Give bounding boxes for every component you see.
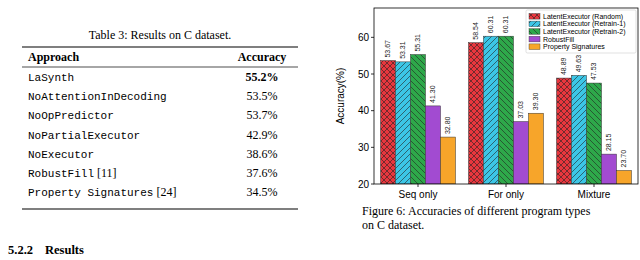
approach-cell: NoOpPredictor <box>28 110 114 122</box>
data-label: 60.31 <box>488 16 495 34</box>
table-mid-rule <box>22 67 298 68</box>
data-label: 53.31 <box>400 41 407 59</box>
x-tick-label: For only <box>488 189 524 200</box>
legend-label: RobustFill <box>543 36 575 43</box>
data-label: 39.30 <box>533 93 540 111</box>
approach-name: LaSynth <box>28 72 74 84</box>
data-label: 37.03 <box>518 101 525 119</box>
data-label: 47.53 <box>591 62 598 80</box>
approach-name: NoExecutor <box>28 149 94 161</box>
accuracy-cell: 37.6% <box>247 166 278 180</box>
approach-name: NoPartialExecutor <box>28 130 140 142</box>
bar <box>602 154 617 184</box>
accuracy-cell: 53.7% <box>247 108 278 122</box>
section-title: Results <box>45 243 84 257</box>
bar <box>426 106 441 184</box>
y-tick-label: 20 <box>358 179 370 190</box>
bar <box>499 36 514 184</box>
y-tick <box>371 110 374 111</box>
bar <box>396 62 411 184</box>
approach-name: Property Signatures <box>28 187 153 199</box>
data-label: 28.15 <box>606 133 613 151</box>
data-label: 55.31 <box>415 34 422 52</box>
accuracy-cell: 55.2% <box>246 70 279 84</box>
x-tick <box>418 184 419 187</box>
legend-box <box>526 10 636 53</box>
y-tick <box>371 74 374 75</box>
y-tick <box>371 147 374 148</box>
approach-name: NoAttentionInDecoding <box>28 91 167 103</box>
legend-swatch <box>529 29 540 35</box>
bar <box>381 61 396 184</box>
legend-swatch <box>529 36 540 42</box>
y-tick <box>371 37 374 38</box>
legend-swatch <box>529 44 540 50</box>
data-label: 23.70 <box>621 150 628 168</box>
section-number: 5.2.2 <box>8 243 33 257</box>
approach-cell: RobustFill [11] <box>28 166 117 180</box>
bar <box>469 43 484 184</box>
figure-caption: on C dataset. <box>362 218 424 232</box>
x-tick-label: Seq only <box>399 189 438 200</box>
y-tick-label: 40 <box>358 105 370 116</box>
accuracy-cell: 53.5% <box>247 89 278 103</box>
approach-cell: NoPartialExecutor <box>28 130 140 142</box>
section-heading: 5.2.2 Results <box>8 243 84 257</box>
bar <box>587 83 602 184</box>
accuracy-cell: 34.5% <box>247 185 278 199</box>
approach-cell: Property Signatures [24] <box>28 185 176 199</box>
data-label: 58.54 <box>473 22 480 40</box>
accuracy-cell: 38.6% <box>247 147 278 161</box>
approach-cell: LaSynth <box>28 72 74 84</box>
data-label: 53.67 <box>385 40 392 58</box>
legend-label: Property Signatures <box>543 43 605 51</box>
data-label: 60.31 <box>503 16 510 34</box>
bar <box>529 113 544 184</box>
page: Table 3: Results on C dataset. Approach Ac… <box>0 0 640 260</box>
y-axis-label: Accuracy(%) <box>335 68 346 125</box>
x-tick <box>594 184 595 187</box>
y-tick <box>371 184 374 185</box>
x-tick <box>506 184 507 187</box>
x-tick-label: Mixture <box>578 189 611 200</box>
table-caption: Table 3: Results on C dataset. <box>89 28 231 42</box>
y-tick-label: 60 <box>358 32 370 43</box>
data-label: 49.63 <box>576 55 583 73</box>
y-tick-label: 50 <box>358 69 370 80</box>
bar <box>617 170 632 184</box>
reference: [24] <box>153 185 176 199</box>
table-top-rule <box>22 46 298 47</box>
approach-name: NoOpPredictor <box>28 110 114 122</box>
reference: [11] <box>94 166 117 180</box>
legend-swatch <box>529 14 540 20</box>
approach-cell: NoExecutor <box>28 149 94 161</box>
data-label: 48.89 <box>561 57 568 75</box>
bar <box>484 36 499 184</box>
figure-caption: Figure 6: Accuracies of different progra… <box>362 204 591 218</box>
plot-frame <box>374 8 638 184</box>
bar <box>514 122 529 184</box>
y-tick-label: 30 <box>358 142 370 153</box>
bars <box>381 36 632 184</box>
legend: LatentExecutor (Random)LatentExecutor (R… <box>526 10 636 53</box>
accuracy-cell: 42.9% <box>247 128 278 142</box>
bar <box>572 75 587 184</box>
bar <box>441 137 456 184</box>
column-header: Accuracy <box>238 50 287 64</box>
table-bottom-rule <box>22 208 298 209</box>
approach-cell: NoAttentionInDecoding <box>28 91 167 103</box>
bar <box>411 55 426 184</box>
column-header: Approach <box>28 50 79 64</box>
approach-name: RobustFill <box>28 168 94 180</box>
data-label: 41.30 <box>430 85 437 103</box>
bar <box>557 78 572 184</box>
data-label: 32.80 <box>445 116 452 134</box>
legend-swatch <box>529 21 540 27</box>
